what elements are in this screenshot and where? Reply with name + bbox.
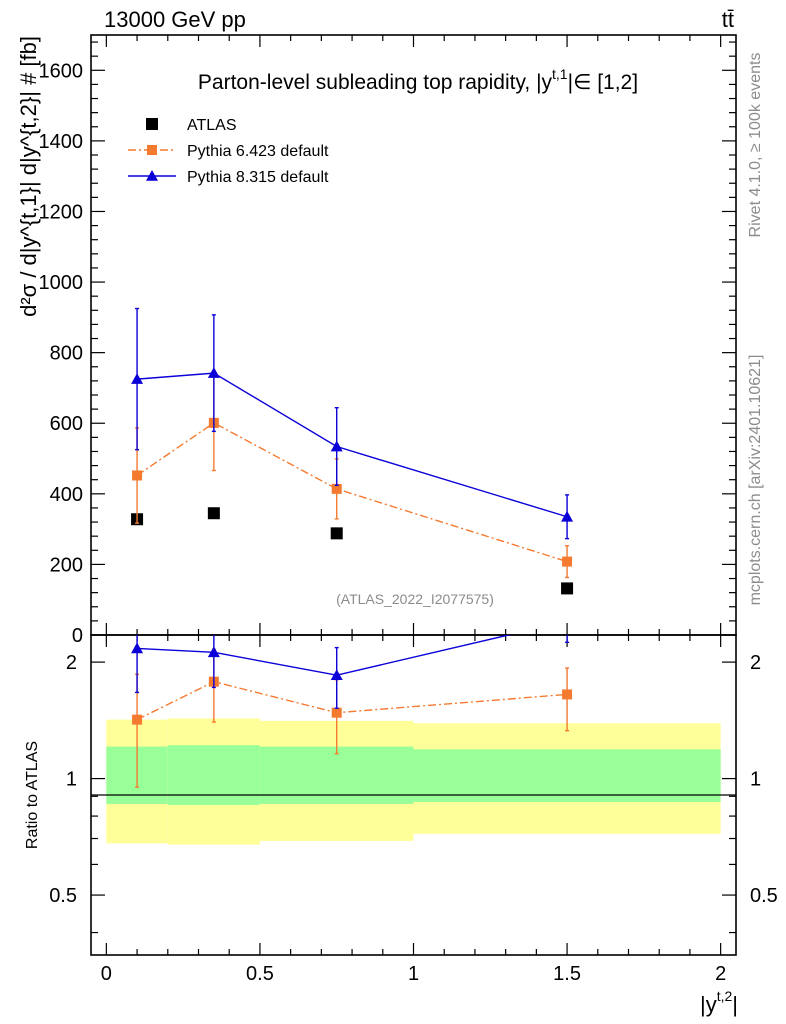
atlas-data-point [561, 582, 574, 595]
pythia-8-315-default-point [207, 367, 220, 378]
ratio-bands [106, 718, 721, 845]
x-axis-label: |yt,2| [700, 988, 738, 1017]
axis-ticks: 0 0.5 1 1.5 2 0 200 400 600 800 1000 1200 1400 1600 0.… [39, 35, 778, 985]
ratio-tick-label-right: 2 [750, 652, 761, 674]
pythia-8-315-default-ratio-point [131, 642, 144, 654]
pythia-8-315-default-ratio-point [207, 646, 220, 658]
y-tick-label: 1200 [39, 201, 84, 223]
x-tick-label: 1 [408, 963, 419, 985]
chart-title: Parton-level subleading top rapidity, |y… [198, 66, 638, 94]
y-tick-label: 1400 [39, 131, 84, 153]
y-tick-label: 1000 [39, 272, 84, 294]
pythia-6-423-default-ratio-line [136, 680, 568, 721]
header-energy-label: 13000 GeV pp [104, 7, 246, 32]
ratio-band-inner [413, 749, 721, 802]
pythia-8-315-default-ratio-point [330, 669, 343, 681]
atlas-data-point [330, 527, 343, 540]
pythia-6-423-default-point [331, 483, 342, 494]
ratio-y-axis-label: Ratio to ATLAS [24, 741, 41, 849]
pythia-6-423-default-ratio-point [562, 689, 573, 700]
ratio-band-inner [259, 746, 414, 804]
x-tick-label: 2 [715, 963, 726, 985]
pythia-6-423-default-ratio-point [132, 714, 143, 725]
ratio-tick-label-left: 1 [66, 769, 77, 791]
atlas-data-point [207, 507, 220, 520]
ratio-tick-label-right: 0.5 [750, 885, 778, 907]
legend-atlas-label: ATLAS [187, 117, 237, 134]
pythia-8-315-default-line [137, 372, 568, 518]
y-axis-label: d²σ / d|y^{t,1}| d|y^{t,2}| # [fb] [16, 36, 41, 317]
header-process-label: tt̄ [722, 7, 734, 32]
x-tick-label: 0 [101, 963, 112, 985]
mcplots-reference-label: mcplots.cern.ch [arXiv:2401.10621] [747, 355, 764, 606]
y-tick-label: 400 [50, 484, 83, 506]
y-tick-label: 800 [50, 343, 83, 365]
legend-atlas-marker [146, 118, 158, 130]
x-tick-label: 1.5 [553, 963, 581, 985]
ratio-tick-label-left: 0.5 [49, 885, 77, 907]
legend-pythia-6-423-default-label: Pythia 6.423 default [187, 143, 329, 160]
y-tick-label: 1600 [39, 60, 84, 82]
y-tick-label: 600 [50, 413, 83, 435]
pythia-8-315-default-point [131, 373, 144, 384]
pythia-6-423-default-line [136, 422, 568, 563]
legend-pythia-8-315-default-marker [146, 170, 158, 181]
rivet-version-label: Rivet 4.1.0, ≥ 100k events [747, 53, 764, 238]
y-tick-label: 0 [72, 625, 83, 647]
y-tick-label: 200 [50, 554, 83, 576]
main-data [131, 307, 574, 595]
pythia-8-315-default-point [330, 440, 343, 452]
pythia-8-315-default-ratio-line [137, 635, 512, 676]
ratio-tick-label-right: 1 [750, 769, 761, 791]
pythia-6-423-default-point [562, 556, 573, 567]
legend-pythia-6-423-default-marker [147, 145, 157, 155]
ratio-tick-label-left: 2 [66, 652, 77, 674]
analysis-watermark: (ATLAS_2022_I2077575) [336, 591, 494, 607]
pythia-6-423-default-ratio-point [331, 707, 342, 718]
pythia-8-315-default-point [561, 510, 574, 522]
ratio-data [131, 635, 573, 788]
ratio-band-inner [167, 745, 260, 805]
x-tick-label: 0.5 [246, 963, 274, 985]
legend-pythia-8-315-default-label: Pythia 8.315 default [187, 169, 329, 186]
legend: ATLAS Pythia 6.423 default Pythia 8.315 de… [128, 117, 329, 186]
pythia-6-423-default-point [132, 470, 143, 481]
